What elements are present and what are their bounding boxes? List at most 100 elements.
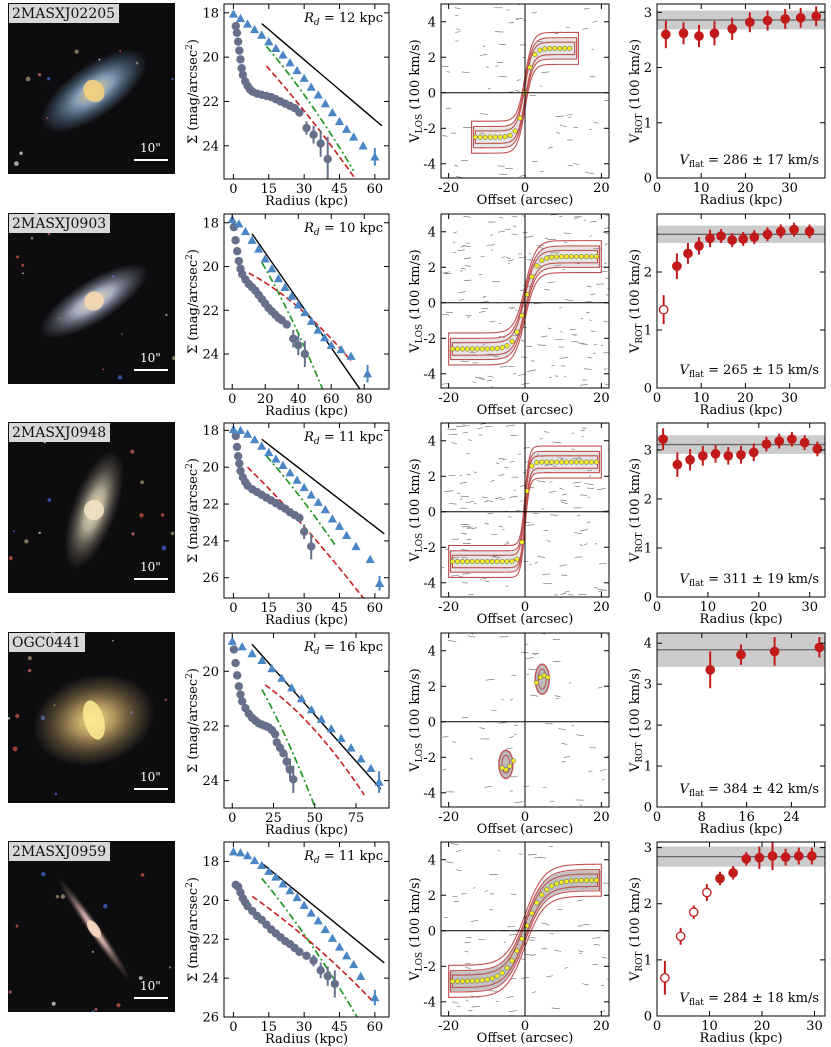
noise-contour [523,448,529,449]
noise-contour [539,857,546,858]
noise-contour [602,779,605,780]
velocity-trace-point [544,256,549,261]
rotation-point [710,29,718,37]
disk-scale-length-annotation: Rd = 16 kpc [303,640,383,657]
velocity-trace-point [535,901,540,906]
disc-point [231,659,239,667]
noise-contour [454,901,459,902]
disc-point [301,350,309,358]
noise-contour [549,492,556,493]
scale-bar [134,997,168,999]
tri-point [229,847,238,855]
y-tick-label: 4 [428,434,436,449]
tri-point [342,531,351,539]
noise-contour [532,12,537,13]
y-tick-label: 2 [644,266,652,281]
velocity-trace-point [500,559,505,564]
velocity-trace-point [559,880,564,885]
tri-point [328,934,337,942]
velocity-trace-point [475,559,480,564]
noise-contour [474,503,476,504]
velocity-trace-point [478,135,483,140]
x-tick-label: -20 [438,810,459,825]
tri-point [285,468,294,476]
galaxy-name-label: 2MASXJ0948 [9,423,110,442]
noise-contour [499,475,504,476]
velocity-trace-point [465,979,470,984]
noise-contour [528,854,537,855]
y-tick-label: 3 [644,678,652,693]
pv-plot-area [441,633,614,807]
noise-contour [455,32,460,33]
velocity-trace-point [510,559,515,564]
vflat-annotation: Vflat = 311 ± 19 km/s [680,572,819,589]
rotation-point-open [661,974,669,982]
velocity-trace-point [460,979,465,984]
noise-contour [464,258,471,259]
velocity-trace-point [450,979,455,984]
noise-contour [442,136,447,137]
rot-y-axis-label: VROT (100 km/s) [628,39,645,144]
noise-contour [525,236,533,237]
disc-point [234,37,242,45]
velocity-trace-point [495,974,500,979]
noise-contour [585,172,593,173]
star [169,966,171,968]
star [21,264,24,267]
noise-contour [590,221,597,222]
y-tick-label: 24 [202,972,219,987]
x-tick-label: -20 [438,1019,459,1034]
noise-contour [571,449,574,450]
tri-point [307,82,316,90]
tri-point [292,66,301,74]
x-tick-label: 30 [806,1019,823,1034]
tri-point [321,99,330,107]
noise-contour [565,300,574,301]
disc-point [230,645,238,653]
disc-point [324,972,332,980]
x-tick-label: 0 [228,392,236,407]
noise-contour [457,1006,461,1007]
noise-contour [542,72,550,73]
noise-contour [560,565,567,566]
x-tick-label: 0 [653,1019,661,1034]
tri-point [257,30,266,38]
rot-y-axis-label: VROT (100 km/s) [628,458,645,563]
noise-contour [459,300,464,301]
noise-contour [480,113,488,114]
noise-contour [526,346,532,347]
noise-contour [598,687,603,688]
noise-contour [577,900,583,901]
rotation-point [808,852,816,860]
rotation-point [662,30,670,38]
scale-bar [134,578,168,580]
noise-contour [479,274,482,275]
rotation-point [686,456,694,464]
noise-contour [564,376,566,377]
noise-contour [572,433,574,434]
noise-contour [589,236,592,237]
sb-frame [224,214,389,389]
y-tick-label: 4 [428,15,436,30]
pv-x-axis-label: Offset (arcsec) [477,612,574,627]
pv-x-axis-label: Offset (arcsec) [477,193,574,208]
velocity-trace-point [535,460,540,465]
tri-point [243,19,252,27]
y-tick-label: 20 [202,260,219,275]
y-tick-label: 2 [428,889,436,904]
rot-x-axis-label: Radius (kpc) [699,403,782,418]
y-tick-label: 18 [202,6,219,21]
rot-frame [657,842,825,1016]
star [162,546,167,551]
velocity-trace-point [515,949,520,954]
y-tick-label: 20 [202,51,219,66]
